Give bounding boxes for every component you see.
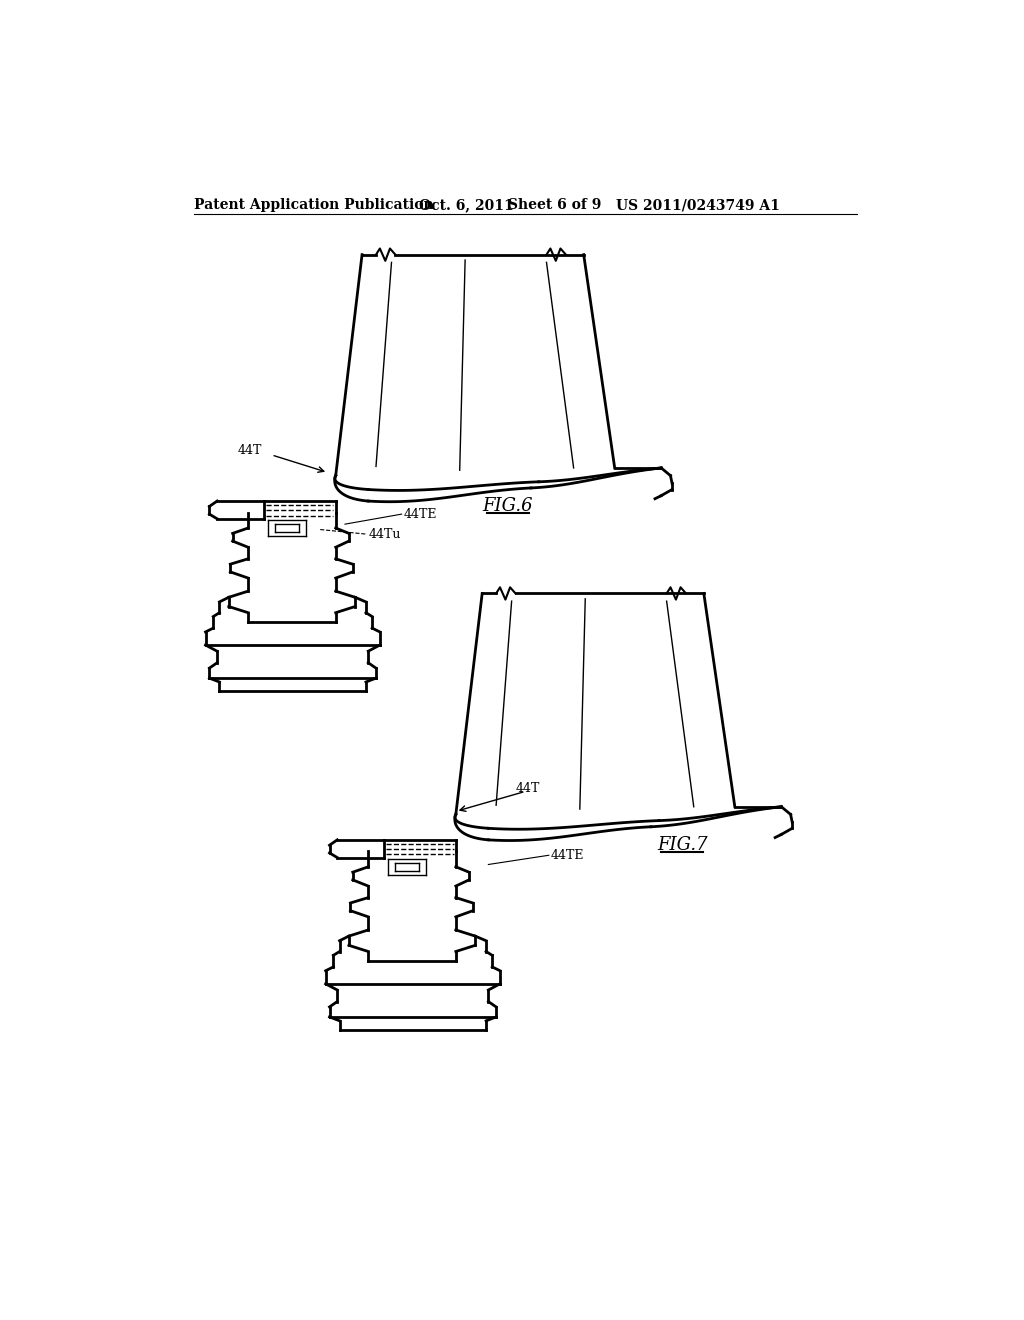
Text: 44Tu: 44Tu	[369, 528, 400, 541]
Text: US 2011/0243749 A1: US 2011/0243749 A1	[616, 198, 780, 213]
Text: Oct. 6, 2011: Oct. 6, 2011	[419, 198, 513, 213]
Text: Patent Application Publication: Patent Application Publication	[194, 198, 433, 213]
Text: 44TE: 44TE	[403, 508, 436, 520]
Text: Sheet 6 of 9: Sheet 6 of 9	[508, 198, 601, 213]
Text: 44TE: 44TE	[550, 849, 584, 862]
Text: 44T: 44T	[515, 781, 540, 795]
Text: FIG.6: FIG.6	[482, 498, 534, 515]
Text: 44T: 44T	[238, 445, 262, 458]
Text: FIG.7: FIG.7	[656, 837, 708, 854]
